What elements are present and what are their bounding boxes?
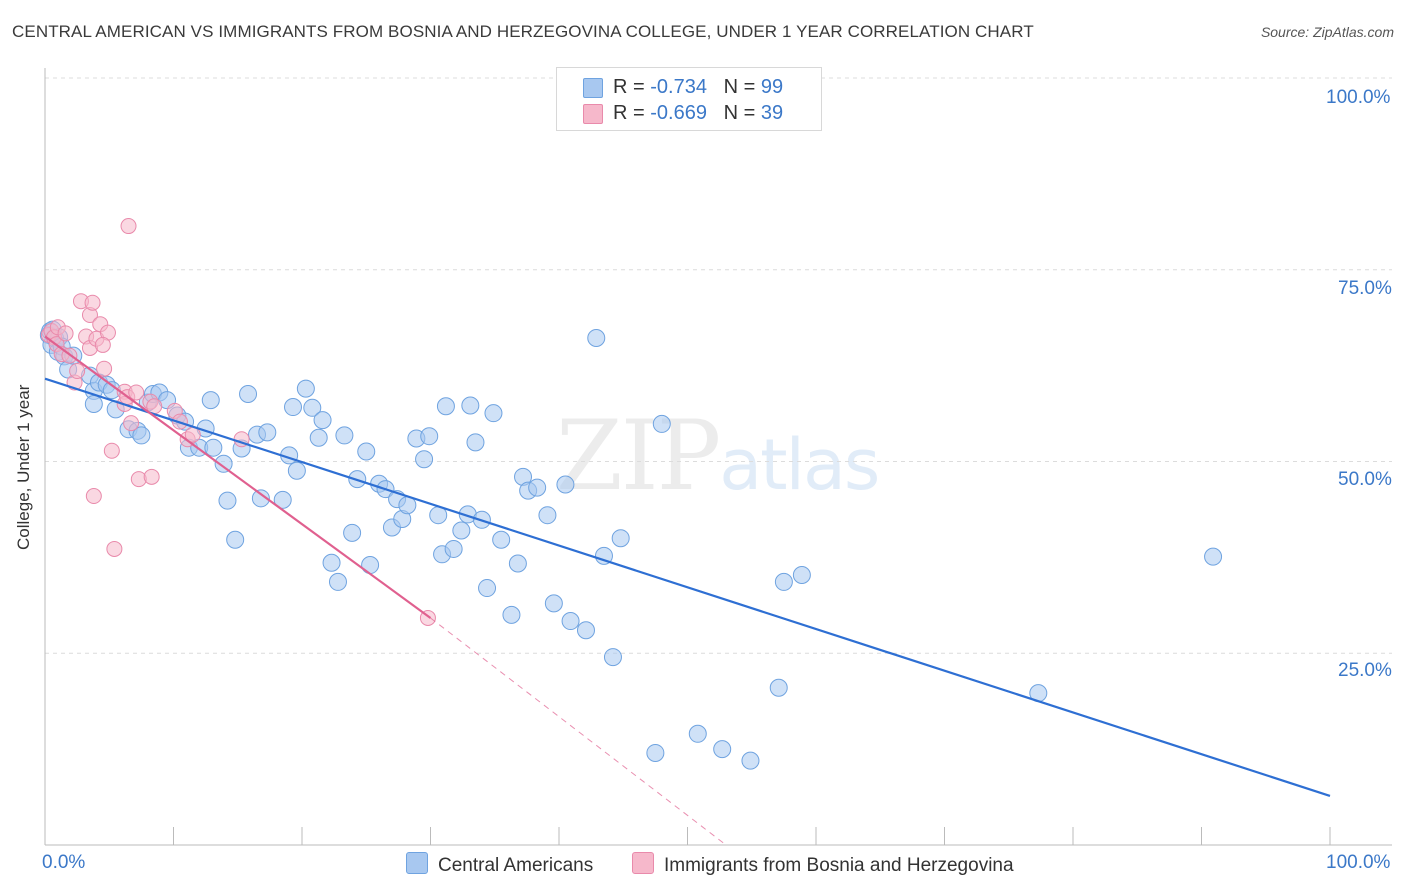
- x-tick-label: 0.0%: [42, 852, 86, 873]
- point-central-american: [502, 605, 521, 624]
- point-bosnia: [128, 384, 145, 401]
- point-central-american: [415, 450, 434, 469]
- n-value: 39: [760, 102, 784, 124]
- point-central-american: [343, 523, 362, 542]
- point-central-american: [769, 678, 788, 697]
- source-label: Source: ZipAtlas.com: [1260, 24, 1394, 40]
- point-central-american: [741, 751, 760, 770]
- point-central-american: [132, 426, 151, 445]
- point-central-american: [603, 648, 622, 667]
- y-tick-label: 50.0%: [1338, 469, 1392, 490]
- point-central-american: [287, 461, 306, 480]
- legend-swatch: [632, 852, 654, 874]
- y-axis-title: College, Under 1 year: [14, 384, 33, 550]
- point-central-american: [528, 478, 547, 497]
- legend-swatch: [583, 78, 603, 98]
- point-central-american: [201, 391, 220, 410]
- point-bosnia: [96, 360, 113, 377]
- legend-swatch: [583, 104, 603, 124]
- point-central-american: [313, 411, 332, 430]
- point-bosnia: [123, 415, 140, 432]
- y-tick-label: 25.0%: [1338, 660, 1392, 681]
- r-label: R =: [613, 102, 651, 124]
- point-central-american: [322, 553, 341, 572]
- point-central-american: [335, 426, 354, 445]
- point-central-american: [792, 566, 811, 585]
- y-tick-label: 100.0%: [1326, 87, 1391, 108]
- point-central-american: [444, 539, 463, 558]
- n-value: 99: [760, 76, 784, 98]
- point-bosnia: [94, 336, 111, 353]
- r-label: R =: [613, 76, 651, 98]
- correlation-legend: R = -0.734 N = 99 R = -0.669 N = 39: [556, 67, 822, 131]
- point-central-american: [576, 621, 595, 640]
- point-central-american: [218, 491, 237, 510]
- point-central-american: [226, 530, 245, 549]
- r-value: -0.734: [650, 76, 707, 98]
- point-central-american: [508, 554, 527, 573]
- point-central-american: [646, 743, 665, 762]
- point-central-american: [1204, 547, 1223, 566]
- n-label: N =: [723, 76, 761, 98]
- point-central-american: [214, 454, 233, 473]
- x-tick-label: 100.0%: [1326, 852, 1391, 873]
- point-central-american: [688, 724, 707, 743]
- point-central-american: [436, 397, 455, 416]
- legend-swatch: [406, 852, 428, 874]
- point-central-american: [273, 490, 292, 509]
- point-central-american: [357, 442, 376, 461]
- point-central-american: [361, 556, 380, 575]
- n-label: N =: [723, 102, 761, 124]
- point-central-american: [239, 385, 258, 404]
- point-central-american: [478, 579, 497, 598]
- point-central-american: [452, 521, 471, 540]
- point-central-american: [561, 612, 580, 631]
- watermark: ZIPatlas: [556, 400, 880, 512]
- chart-title: CENTRAL AMERICAN VS IMMIGRANTS FROM BOSN…: [12, 22, 1034, 41]
- point-central-american: [713, 740, 732, 759]
- legend-label: Immigrants from Bosnia and Herzegovina: [664, 855, 1014, 876]
- watermark-zip: ZIP: [556, 400, 721, 512]
- point-central-american: [251, 489, 270, 508]
- point-central-american: [594, 546, 613, 565]
- point-central-american: [587, 329, 606, 348]
- legend-label: Central Americans: [438, 855, 594, 876]
- point-central-american: [544, 594, 563, 613]
- point-central-american: [774, 572, 793, 591]
- trendline-central-americans: [44, 377, 1331, 797]
- point-central-american: [309, 428, 328, 447]
- point-central-american: [420, 427, 439, 446]
- point-central-american: [296, 379, 315, 398]
- point-bosnia: [106, 540, 123, 557]
- point-central-american: [538, 506, 557, 525]
- point-bosnia: [69, 362, 86, 379]
- point-central-american: [204, 438, 223, 457]
- point-central-american: [84, 394, 103, 413]
- legend-item-bosnia: Immigrants from Bosnia and Herzegovina: [632, 852, 1014, 877]
- point-central-american: [652, 414, 671, 433]
- point-bosnia: [120, 218, 137, 235]
- watermark-atlas: atlas: [719, 424, 880, 506]
- point-central-american: [466, 433, 485, 452]
- point-central-american: [284, 398, 303, 417]
- point-bosnia: [103, 442, 120, 459]
- point-central-american: [556, 475, 575, 494]
- trendline-bosnia: [44, 335, 432, 619]
- point-central-american: [611, 529, 630, 548]
- point-central-american: [461, 396, 480, 415]
- legend-item-central-americans: Central Americans: [406, 852, 593, 877]
- r-value: -0.669: [650, 102, 707, 124]
- point-central-american: [328, 572, 347, 591]
- point-bosnia: [57, 325, 74, 342]
- y-tick-label: 75.0%: [1338, 278, 1392, 299]
- point-bosnia: [143, 468, 160, 485]
- point-bosnia: [84, 294, 101, 311]
- point-bosnia: [85, 488, 102, 505]
- point-central-american: [492, 530, 511, 549]
- point-central-american: [258, 423, 277, 442]
- trendline-bosnia-extension: [430, 617, 727, 846]
- point-central-american: [484, 404, 503, 423]
- point-central-american: [303, 398, 322, 417]
